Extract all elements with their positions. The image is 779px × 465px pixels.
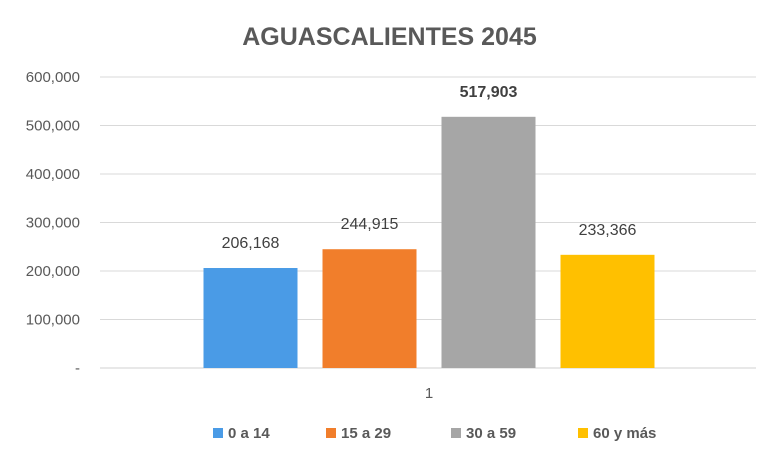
y-tick-label: 500,000 xyxy=(26,118,80,135)
legend-swatch xyxy=(451,428,461,438)
legend-label: 60 y más xyxy=(593,425,656,442)
y-tick-label: 100,000 xyxy=(26,312,80,329)
legend-item: 0 a 14 xyxy=(213,425,270,442)
legend-swatch xyxy=(326,428,336,438)
legend-label: 30 a 59 xyxy=(466,425,516,442)
y-tick-label: 200,000 xyxy=(26,263,80,280)
legend: 0 a 14 15 a 29 30 a 59 60 y más xyxy=(213,425,656,442)
y-axis-ticks: - 100,000 200,000 300,000 400,000 500,000 600,… xyxy=(26,69,80,377)
data-label: 244,915 xyxy=(341,216,399,233)
x-axis-ticks: 1 xyxy=(425,385,433,402)
data-label: 206,168 xyxy=(222,235,280,252)
bars xyxy=(203,116,655,368)
data-labels: 206,168 244,915 517,903 233,366 xyxy=(222,84,637,252)
y-tick-label: - xyxy=(75,360,80,377)
x-tick-label: 1 xyxy=(425,385,433,402)
legend-item: 60 y más xyxy=(578,425,656,442)
bar-30-a-59 xyxy=(441,116,536,368)
y-tick-label: 400,000 xyxy=(26,166,80,183)
legend-item: 30 a 59 xyxy=(451,425,516,442)
legend-swatch xyxy=(213,428,223,438)
y-tick-label: 300,000 xyxy=(26,215,80,232)
y-tick-label: 600,000 xyxy=(26,69,80,86)
legend-item: 15 a 29 xyxy=(326,425,391,442)
bar-15-a-29 xyxy=(322,249,417,368)
data-label: 517,903 xyxy=(460,84,518,101)
legend-swatch xyxy=(578,428,588,438)
gridlines xyxy=(100,76,756,369)
legend-label: 15 a 29 xyxy=(341,425,391,442)
bar-60-y-más xyxy=(560,254,655,368)
data-label: 233,366 xyxy=(579,222,637,239)
legend-label: 0 a 14 xyxy=(228,425,270,442)
chart-title: AGUASCALIENTES 2045 xyxy=(242,23,537,51)
bar-0-a-14 xyxy=(203,268,298,368)
